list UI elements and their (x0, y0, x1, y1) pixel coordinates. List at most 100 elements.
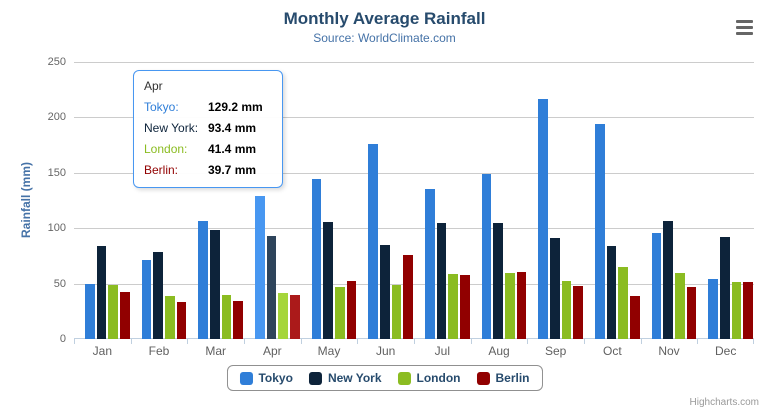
bar-new-york[interactable] (436, 222, 447, 339)
x-axis-category-label: Nov (658, 344, 680, 358)
legend-swatch-icon (476, 371, 490, 385)
bar-tokyo[interactable] (538, 99, 548, 339)
hamburger-icon (735, 26, 753, 29)
bar-tokyo[interactable] (255, 195, 265, 339)
x-axis-category-label: Jan (92, 344, 113, 358)
legend-item-new-york[interactable]: New York (308, 371, 382, 385)
bar-new-york[interactable] (323, 221, 333, 339)
bar-tokyo[interactable] (311, 179, 322, 339)
legend-swatch-icon (397, 371, 411, 385)
x-axis-tick (414, 339, 415, 344)
export-menu-button[interactable] (733, 20, 755, 38)
tooltip-series-label: Berlin: (144, 163, 179, 177)
bar-berlin[interactable] (573, 286, 584, 339)
bar-new-york[interactable] (663, 220, 673, 339)
x-axis-category-label: Jul (434, 344, 450, 358)
bar-tokyo[interactable] (85, 283, 95, 339)
x-axis-tick (357, 339, 358, 344)
bar-berlin[interactable] (630, 295, 640, 339)
bar-london[interactable] (675, 273, 685, 339)
x-axis-tick (753, 339, 754, 344)
bar-new-york[interactable] (720, 236, 730, 339)
bar-tokyo[interactable] (595, 123, 605, 339)
bar-berlin[interactable] (403, 255, 414, 339)
x-axis-category-label: Apr (262, 344, 282, 358)
x-axis-tick (527, 339, 528, 344)
chart-subtitle: Source: WorldClimate.com (313, 31, 456, 45)
bar-london[interactable] (618, 266, 628, 339)
legend-item-label: Berlin (495, 371, 530, 385)
credits-link[interactable]: Highcharts.com (689, 397, 759, 408)
bar-london[interactable] (108, 284, 118, 339)
x-axis-category-label: Dec (714, 344, 737, 358)
legend-item-label: New York (327, 371, 382, 385)
bar-new-york[interactable] (606, 246, 617, 339)
x-axis-category-label: Aug (488, 344, 510, 358)
bar-berlin[interactable] (120, 292, 130, 339)
bar-tokyo[interactable] (708, 278, 718, 339)
bar-london[interactable] (278, 293, 288, 339)
bar-new-york[interactable] (380, 245, 390, 339)
bar-new-york[interactable] (550, 237, 560, 339)
x-axis-category-label: Mar (205, 344, 226, 358)
bar-tokyo[interactable] (368, 143, 378, 339)
bar-tokyo[interactable] (141, 259, 152, 339)
x-axis-line (74, 338, 754, 339)
legend-item-label: London (416, 371, 461, 385)
tooltip-series-label: New York: (144, 121, 199, 135)
bar-berlin[interactable] (743, 282, 754, 339)
x-axis-tick (244, 339, 245, 344)
bar-tokyo[interactable] (651, 233, 662, 339)
y-axis-tick-label: 150 (47, 166, 66, 179)
x-axis-tick (697, 339, 698, 344)
legend-item-tokyo[interactable]: Tokyo (239, 371, 293, 385)
bar-berlin[interactable] (346, 280, 357, 339)
legend: Tokyo New York London Berlin (226, 365, 543, 391)
bar-london[interactable] (165, 296, 175, 339)
bar-tokyo[interactable] (425, 188, 435, 339)
bar-tokyo[interactable] (198, 221, 208, 339)
hamburger-icon (735, 20, 753, 23)
bar-berlin[interactable] (460, 275, 470, 339)
x-axis-tick (471, 339, 472, 344)
tooltip-series-value: 41.4 mm (208, 142, 257, 156)
bar-new-york[interactable] (96, 246, 107, 339)
bar-berlin[interactable] (516, 272, 527, 339)
bar-new-york[interactable] (153, 251, 163, 339)
y-axis-tick-label: 250 (47, 56, 66, 68)
x-axis-category-label: Oct (602, 344, 622, 358)
legend-swatch-icon (239, 371, 253, 385)
bar-berlin[interactable] (686, 287, 697, 339)
bar-berlin[interactable] (233, 300, 244, 339)
bar-berlin[interactable] (290, 295, 300, 339)
bar-london[interactable] (505, 272, 515, 339)
tooltip-series-label: Tokyo: (144, 100, 179, 114)
x-axis-category-label: Jun (375, 344, 396, 358)
bar-new-york[interactable] (493, 223, 503, 339)
bar-london[interactable] (221, 295, 232, 339)
tooltip: Apr Tokyo: 129.2 mm New York: 93.4 mm London… (133, 70, 283, 188)
x-axis-tick (74, 339, 75, 344)
legend-item-berlin[interactable]: Berlin (476, 371, 530, 385)
tooltip-series-value: 93.4 mm (208, 121, 257, 135)
x-axis-tick (584, 339, 585, 344)
bar-new-york[interactable] (210, 229, 220, 339)
bar-london[interactable] (335, 286, 345, 339)
tooltip-header: Apr (144, 79, 163, 93)
x-axis-tick (187, 339, 188, 344)
bar-london[interactable] (448, 273, 458, 339)
x-axis-tick (641, 339, 642, 344)
legend-swatch-icon (308, 371, 322, 385)
gridline (74, 228, 754, 230)
x-axis-tick (301, 339, 302, 344)
y-axis-tick-label: 200 (47, 111, 66, 124)
bar-tokyo[interactable] (481, 174, 492, 339)
bar-berlin[interactable] (176, 302, 187, 339)
bar-new-york[interactable] (266, 235, 277, 339)
bar-london[interactable] (731, 282, 742, 339)
bar-london[interactable] (391, 285, 402, 339)
tooltip-series-value: 39.7 mm (208, 163, 257, 177)
legend-item-london[interactable]: London (397, 371, 461, 385)
bar-london[interactable] (561, 280, 572, 339)
x-axis-tick (131, 339, 132, 344)
